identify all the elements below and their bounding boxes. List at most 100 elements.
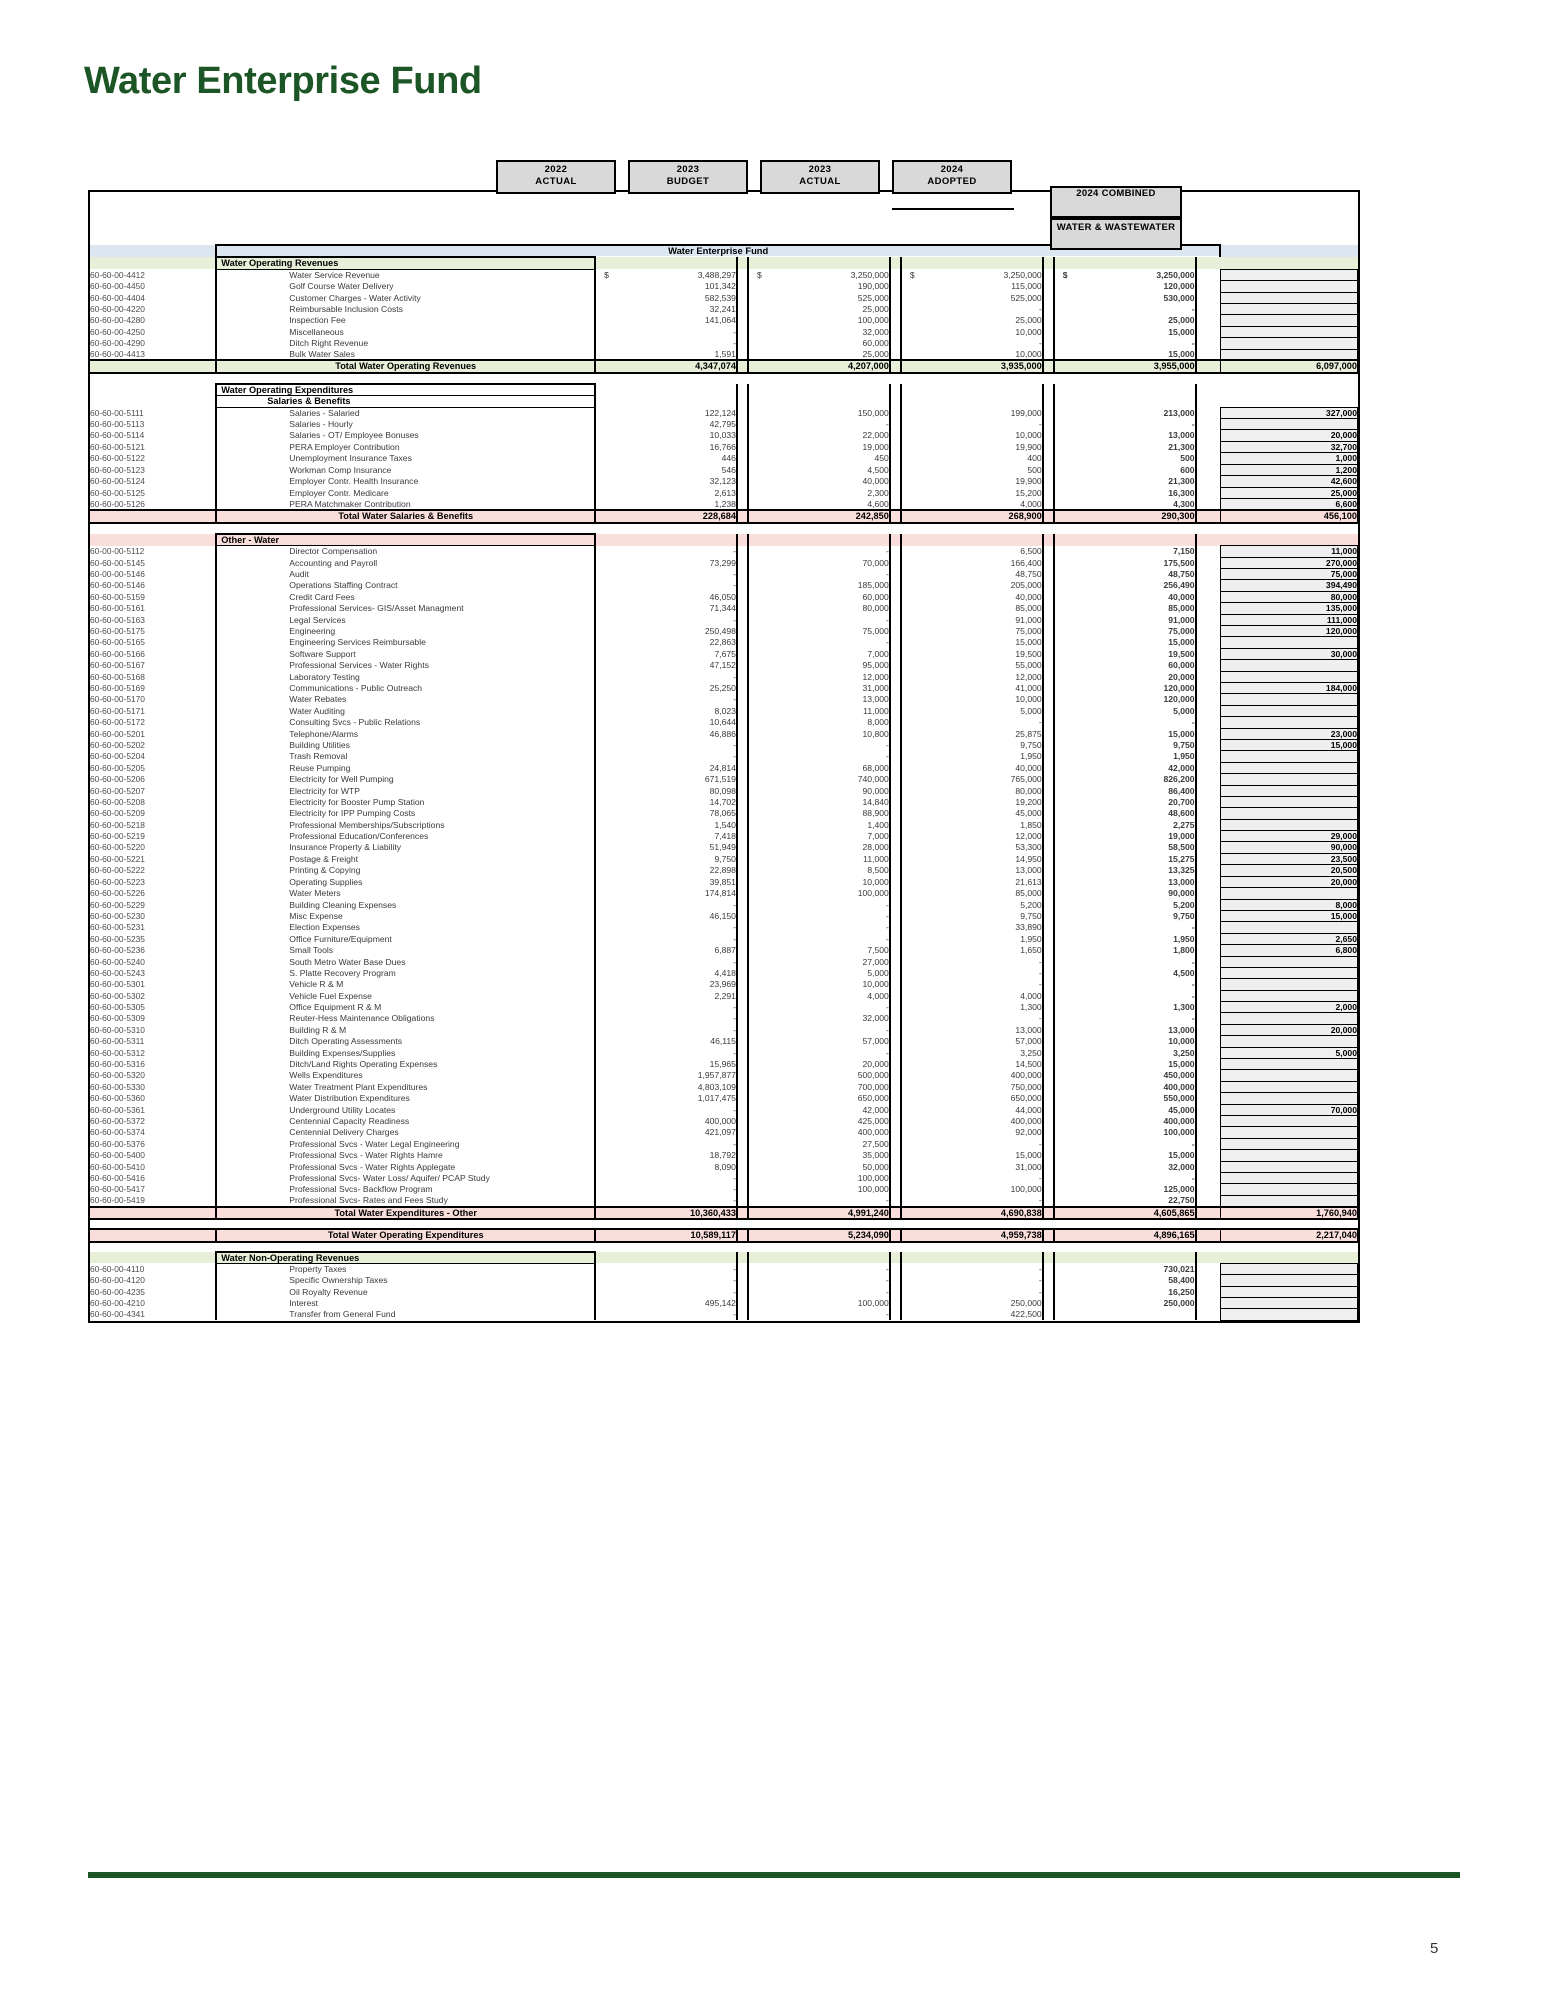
value-text: 46,150 <box>709 910 736 921</box>
line-item-cell: Office Equipment R & M <box>215 1001 597 1013</box>
column-gap <box>890 762 901 773</box>
gap <box>200 1205 217 1221</box>
value-1: 7,418 <box>594 830 738 842</box>
value-text: 19,000 <box>862 441 889 452</box>
value-1: 671,519 <box>594 773 738 786</box>
value-text: 1,650 <box>1020 945 1042 956</box>
value-text: 2,275 <box>1173 819 1195 830</box>
value-1: 22,898 <box>594 864 738 877</box>
value-2: 10,000 <box>747 876 891 888</box>
value-2: 20,000 <box>747 1058 891 1070</box>
column-gap <box>737 614 748 625</box>
table-row: 60-60-00-5417 Professional Svcs- Backflow… <box>90 1183 1359 1196</box>
value-1: 1,238 <box>594 498 738 511</box>
combined-value <box>1219 291 1359 305</box>
column-gap <box>1196 1138 1220 1149</box>
value-text: 4,500 <box>867 464 889 475</box>
column-gap <box>890 546 901 557</box>
column-gap <box>1043 1036 1054 1047</box>
column-gap <box>890 1047 901 1058</box>
account-code: 60-60-00-5301 <box>90 979 145 990</box>
value-text: 400 <box>1027 453 1042 464</box>
column-gap <box>1043 568 1054 579</box>
value-1: - <box>594 739 738 751</box>
value-3: 19,200 <box>899 796 1044 808</box>
line-item-label: Professional Svcs - Water Rights Hamre <box>289 1150 443 1161</box>
column-gap <box>737 1286 748 1297</box>
value-text: 1,950 <box>1020 751 1042 762</box>
value-text: 199,000 <box>1010 407 1042 418</box>
line-item-label: Water Treatment Plant Expenditures <box>289 1081 428 1092</box>
value-text: 125,000 <box>1163 1184 1195 1195</box>
acct-blank <box>90 384 201 396</box>
acct-blank <box>90 509 201 524</box>
value-1: 4,803,109 <box>594 1081 738 1093</box>
value-text: - <box>733 1263 736 1274</box>
section-value-blank <box>899 257 1044 270</box>
line-item-cell: Operations Staffing Contract <box>215 579 597 592</box>
combined-value <box>1219 693 1359 706</box>
column-gap <box>1196 614 1220 625</box>
value-text: 450 <box>874 453 889 464</box>
value-text: 15,000 <box>1168 728 1195 739</box>
line-item-label: Underground Utility Locates <box>289 1104 396 1115</box>
combined-value <box>1219 1308 1359 1321</box>
combined-total-value: 6,097,000 <box>1219 359 1359 374</box>
line-item-cell: Operating Supplies <box>215 876 597 888</box>
line-item-label: Legal Services <box>289 614 346 625</box>
value-text: 3,250 <box>1173 1047 1195 1058</box>
value-3: - <box>899 978 1044 991</box>
account-code: 60-60-00-5400 <box>90 1150 145 1161</box>
gap <box>200 1228 217 1243</box>
value-text: 15,000 <box>1168 326 1195 337</box>
line-item-label: Employer Contr. Medicare <box>289 487 389 498</box>
combined-value: 5,000 <box>1219 1046 1359 1060</box>
column-gap <box>890 637 901 648</box>
column-gap <box>1043 739 1054 750</box>
value-text: 1,800 <box>1173 945 1195 956</box>
column-gap <box>890 967 901 978</box>
section-header-water-operating-revenues: Water Operating Revenues <box>90 256 1358 270</box>
value-1: 174,814 <box>594 887 738 899</box>
value-3: 33,890 <box>899 921 1044 934</box>
value-text: 13,325 <box>1168 865 1195 876</box>
gap <box>201 349 217 360</box>
line-item-cell: Professional Education/Conferences <box>215 830 597 842</box>
value-1: - <box>594 1263 738 1275</box>
column-gap <box>890 498 901 510</box>
value-4: 22,750 <box>1052 1195 1197 1207</box>
combined-value: 2,000 <box>1219 1001 1359 1014</box>
value-text: 20,000 <box>1168 671 1195 682</box>
value-text: 1,540 <box>714 819 736 830</box>
value-2: 50,000 <box>747 1161 891 1173</box>
combined-value <box>1219 1183 1359 1196</box>
gap <box>201 1024 217 1035</box>
value-text: 250,498 <box>704 625 736 636</box>
column-gap <box>1196 853 1220 864</box>
value-text: 55,000 <box>1015 660 1042 671</box>
combined-value: 80,000 <box>1219 590 1359 604</box>
value-text: 80,098 <box>709 785 736 796</box>
value-text: 57,000 <box>862 1036 889 1047</box>
column-gap <box>890 751 901 762</box>
column-gap <box>1196 349 1220 360</box>
value-2: 150,000 <box>747 407 891 419</box>
column-gap <box>737 269 748 280</box>
line-item-label: Credit Card Fees <box>289 591 355 602</box>
value-text: 32,000 <box>862 1013 889 1024</box>
combined-value: 2,650 <box>1219 932 1359 946</box>
column-gap <box>1043 1150 1054 1161</box>
value-4: 15,000 <box>1052 349 1197 361</box>
column-gap <box>737 967 748 978</box>
column-gap <box>1196 591 1220 602</box>
total-value-3: 4,959,738 <box>899 1228 1044 1243</box>
line-item-label: Customer Charges - Water Activity <box>289 292 421 303</box>
value-text: 46,886 <box>709 728 736 739</box>
account-code: 60-60-00-5172 <box>90 717 145 728</box>
line-item-cell: Oil Royalty Revenue <box>215 1286 597 1298</box>
column-gap <box>737 1275 748 1286</box>
gap <box>201 762 217 773</box>
account-code: 60-60-00-5372 <box>90 1116 145 1127</box>
table-row: 60-60-00-4250 Miscellaneous -32,000 10,000 1… <box>90 325 1359 339</box>
line-item-label: Insurance Property & Liability <box>289 842 402 853</box>
